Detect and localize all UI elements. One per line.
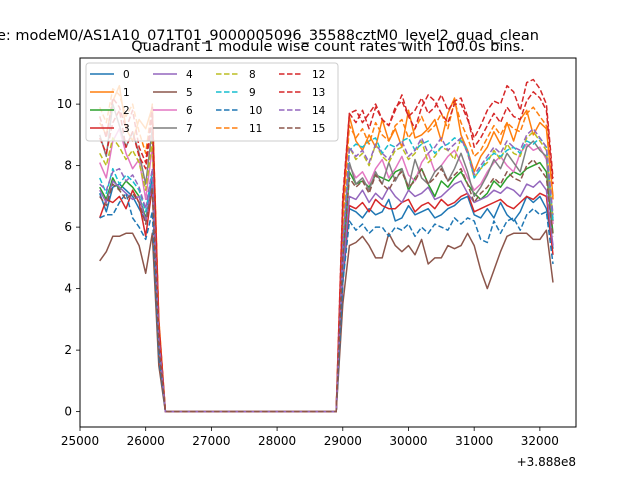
y-tick-label: 4 bbox=[64, 282, 72, 296]
y-axis-ticks: 0 2 4 6 8 10 bbox=[57, 97, 80, 419]
legend-label-5: 5 bbox=[186, 87, 193, 99]
legend-label-7: 7 bbox=[186, 123, 193, 135]
series-line-8 bbox=[99, 131, 554, 413]
series-line-0 bbox=[98, 177, 554, 413]
x-axis-ticks: 25000 26000 27000 28000 29000 30000 31000 32000 bbox=[61, 427, 559, 448]
y-tick-label: 10 bbox=[57, 97, 72, 111]
plot-area bbox=[79, 57, 577, 428]
x-tick-label: 29000 bbox=[324, 434, 362, 448]
series-line-10 bbox=[99, 192, 554, 413]
y-tick-label: 8 bbox=[64, 159, 72, 173]
legend-label-12: 12 bbox=[312, 69, 325, 81]
series-line-6 bbox=[99, 127, 554, 413]
axes-frame bbox=[79, 57, 577, 428]
legend-label-11: 11 bbox=[249, 123, 262, 135]
series-line-3 bbox=[98, 186, 554, 413]
y-tick-label: 2 bbox=[64, 343, 72, 357]
series-line-15 bbox=[99, 158, 554, 413]
x-tick-label: 30000 bbox=[389, 434, 427, 448]
series-line-4 bbox=[99, 180, 554, 413]
legend-box bbox=[85, 62, 339, 142]
legend-label-9: 9 bbox=[249, 87, 256, 99]
legend-label-1: 1 bbox=[123, 87, 130, 99]
x-tick-label: 28000 bbox=[258, 434, 296, 448]
x-tick-label: 27000 bbox=[192, 434, 230, 448]
y-tick-label: 6 bbox=[64, 220, 72, 234]
chart-title: Quadrant 1 module wise count rates with … bbox=[131, 39, 525, 55]
x-axis-offset-label: +3.888e8 bbox=[517, 455, 576, 469]
series-line-5 bbox=[99, 229, 554, 413]
legend-label-15: 15 bbox=[312, 123, 325, 135]
legend-label-4: 4 bbox=[186, 69, 193, 81]
figure-suptitle: n file: modeM0/AS1A10_071T01_9000005096_… bbox=[0, 28, 539, 44]
x-tick-label: 26000 bbox=[127, 434, 165, 448]
legend-label-14: 14 bbox=[312, 105, 326, 117]
x-tick-label: 31000 bbox=[455, 434, 493, 448]
x-tick-label: 32000 bbox=[521, 434, 559, 448]
legend-label-3: 3 bbox=[123, 123, 130, 135]
series-line-14 bbox=[99, 127, 554, 413]
legend-label-13: 13 bbox=[312, 87, 325, 99]
legend-label-8: 8 bbox=[249, 69, 256, 81]
x-tick-label: 25000 bbox=[61, 434, 99, 448]
legend-label-10: 10 bbox=[249, 105, 262, 117]
legend-label-0: 0 bbox=[123, 69, 130, 81]
series-layer bbox=[98, 78, 554, 413]
y-tick-label: 0 bbox=[64, 405, 72, 419]
legend-label-2: 2 bbox=[123, 105, 130, 117]
series-line-2 bbox=[99, 161, 554, 413]
legend-label-6: 6 bbox=[186, 105, 193, 117]
